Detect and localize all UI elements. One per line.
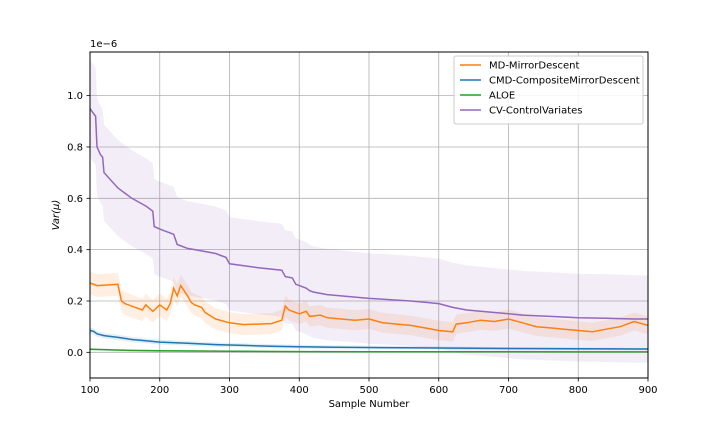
- y-tick-label: 0.6: [67, 194, 83, 205]
- y-axis: 0.0 0.2 0.4 0.6 0.8 1.0: [67, 91, 90, 359]
- x-tick-label: 900: [638, 385, 657, 396]
- series-line: [89, 108, 648, 320]
- x-tick-label: 500: [359, 385, 378, 396]
- legend-label: MD-MirrorDescent: [489, 61, 579, 72]
- y-tick-label: 1.0: [67, 91, 83, 102]
- x-tick-label: 700: [499, 385, 518, 396]
- series-line: [89, 282, 649, 333]
- x-tick-label: 400: [290, 385, 309, 396]
- legend-label: CMD-CompositeMirrorDescent: [489, 76, 640, 87]
- y-tick-label: 0.0: [67, 348, 83, 359]
- series-band: [90, 59, 648, 363]
- series-lines: [89, 108, 649, 353]
- y-axis-label: Var(μ): [51, 200, 62, 231]
- series-line: [89, 329, 649, 350]
- x-tick-label: 100: [80, 385, 99, 396]
- x-axis-label: Sample Number: [329, 399, 411, 410]
- x-tick-label: 200: [150, 385, 169, 396]
- y-tick-label: 0.4: [67, 245, 83, 256]
- series-band: [90, 271, 648, 342]
- legend-label: CV-ControlVariates: [489, 106, 583, 117]
- y-tick-label: 0.8: [67, 142, 83, 153]
- x-tick-label: 300: [220, 385, 239, 396]
- legend-label: ALOE: [489, 91, 515, 102]
- legend-box: [453, 55, 644, 125]
- x-axis: 100 200 300 400 500 600 700 800 900: [80, 378, 658, 396]
- y-offset-label: 1e−6: [90, 39, 117, 50]
- legend: MD-MirrorDescent CMD-CompositeMirrorDesce…: [453, 55, 644, 125]
- x-tick-label: 600: [429, 385, 448, 396]
- series-line: [89, 348, 648, 353]
- x-tick-label: 800: [569, 385, 588, 396]
- y-tick-label: 0.2: [67, 296, 83, 307]
